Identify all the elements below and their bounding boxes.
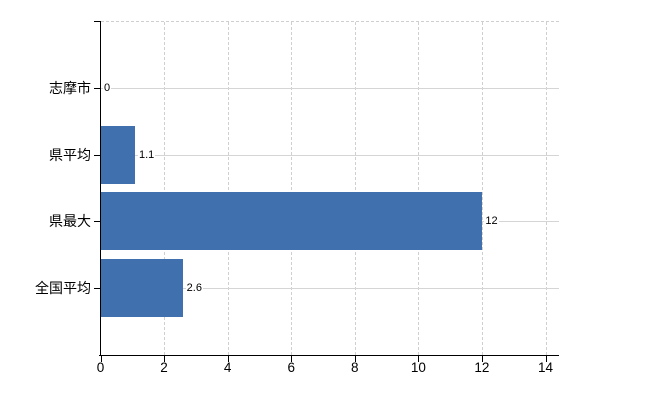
x-tick-label: 10 — [410, 360, 426, 375]
category-label: 県平均 — [49, 146, 91, 163]
y-tick — [93, 154, 100, 156]
plot-top-line — [100, 21, 559, 22]
x-tick-label: 2 — [160, 360, 168, 375]
x-tick-label: 6 — [287, 360, 295, 375]
bar — [100, 258, 184, 317]
category-label: 県最大 — [49, 213, 91, 230]
x-tick — [227, 356, 229, 362]
bar — [100, 192, 482, 251]
x-axis-line — [99, 355, 559, 356]
value-label: 0 — [103, 81, 112, 95]
value-label: 2.6 — [185, 280, 203, 295]
v-gridline — [481, 22, 483, 355]
y-tick — [93, 88, 100, 89]
h-gridline — [100, 154, 559, 156]
y-tick — [93, 21, 100, 22]
x-tick-label: 8 — [351, 360, 359, 375]
category-label: 志摩市 — [49, 80, 91, 96]
v-gridline — [418, 22, 420, 355]
bar — [100, 125, 136, 184]
category-label: 全国平均 — [35, 279, 91, 296]
x-tick — [100, 356, 102, 362]
x-tick — [164, 356, 166, 362]
v-gridline — [354, 22, 356, 355]
v-gridline — [291, 22, 293, 355]
x-tick-label: 12 — [474, 360, 490, 375]
x-tick — [291, 356, 293, 362]
v-gridline — [164, 22, 166, 355]
x-tick — [354, 356, 356, 362]
x-tick-label: 0 — [96, 360, 105, 375]
x-tick — [418, 356, 420, 362]
x-tick — [481, 356, 483, 362]
y-tick — [93, 287, 100, 289]
x-tick — [545, 356, 547, 362]
x-tick-label: 4 — [223, 360, 232, 375]
y-tick — [93, 221, 100, 223]
value-label: 12 — [484, 214, 499, 229]
value-label: 1.1 — [137, 147, 156, 162]
h-gridline — [100, 88, 559, 89]
v-gridline — [227, 22, 229, 355]
v-gridline — [545, 22, 547, 355]
y-axis-line — [99, 21, 101, 355]
h-gridline — [100, 287, 559, 289]
x-tick-label: 14 — [537, 360, 554, 375]
